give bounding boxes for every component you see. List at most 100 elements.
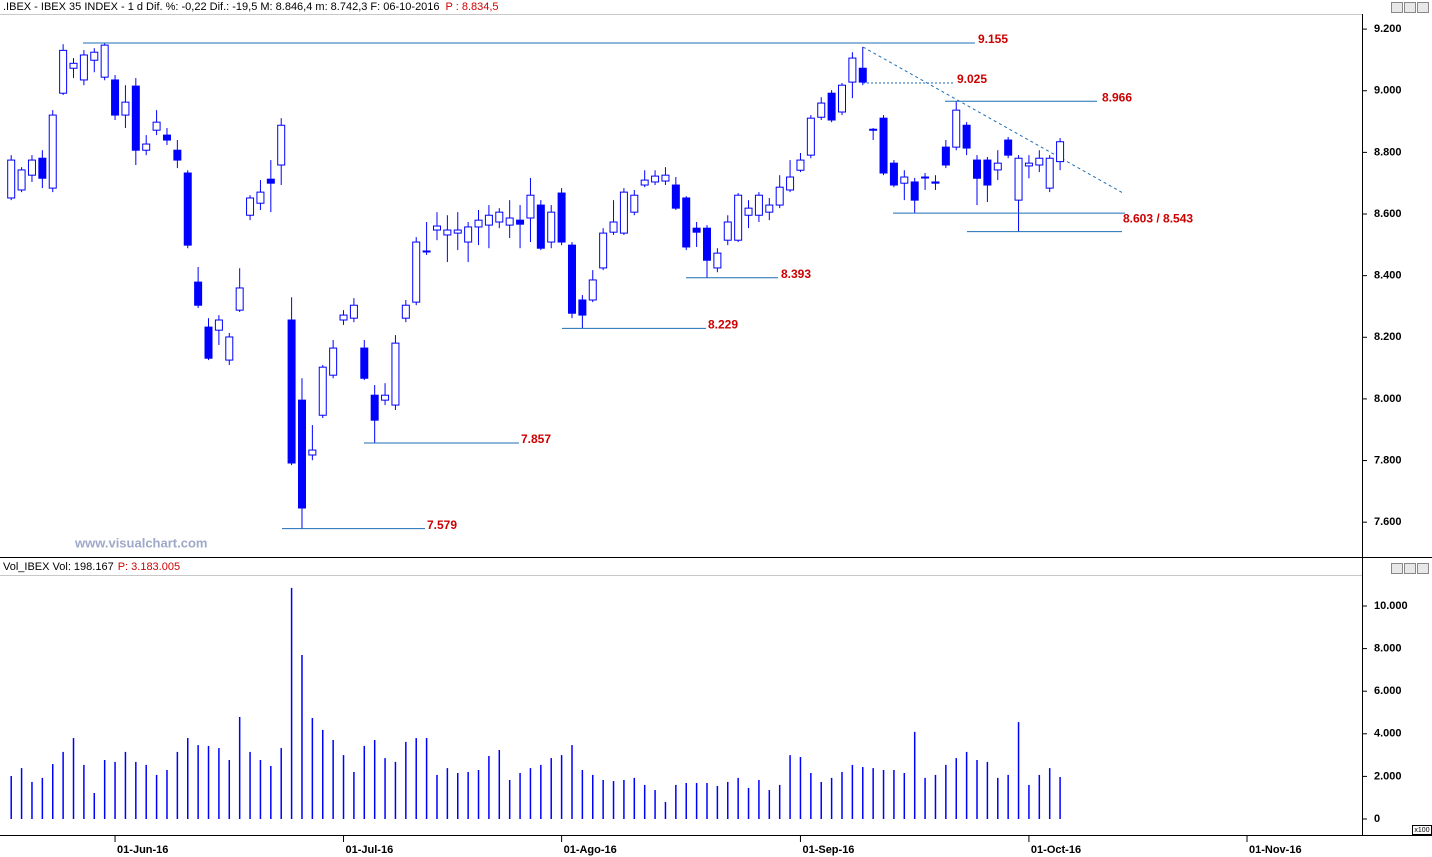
x-tick-label: 01-Jul-16 — [346, 844, 394, 856]
candle-body — [246, 197, 255, 216]
candle-body — [48, 114, 57, 189]
candle-body — [381, 394, 390, 401]
price-header: .IBEX - IBEX 35 INDEX - 1 d Dif. %: -0,2… — [3, 1, 499, 13]
candle-body — [588, 279, 597, 301]
candle-body — [464, 226, 473, 243]
trend-line — [862, 46, 1124, 194]
candle-body — [38, 157, 47, 179]
candle-body — [453, 229, 462, 234]
last-price: P : 8.834,5 — [446, 1, 499, 13]
candle-body — [90, 51, 99, 61]
x-tick-label: 01-Nov-16 — [1249, 844, 1302, 856]
y-tick-label: 8.000 — [1374, 643, 1402, 655]
candle-body — [557, 192, 566, 243]
candle-body — [661, 174, 670, 182]
candle-body — [692, 227, 701, 233]
x-tick-label: 01-Oct-16 — [1031, 844, 1081, 856]
candle-body — [1024, 162, 1033, 167]
candle-body — [869, 128, 878, 131]
candle-body — [162, 134, 171, 141]
candle-body — [111, 79, 120, 116]
candle-body — [754, 194, 763, 216]
candle-body — [204, 326, 213, 359]
candle-body — [848, 57, 857, 83]
candle-body — [484, 214, 493, 226]
unit-label: x100 — [1414, 827, 1429, 834]
y-tick-label: 8.600 — [1374, 208, 1402, 220]
candle-body — [775, 186, 784, 206]
candle-body — [1056, 141, 1065, 163]
maximize-button[interactable] — [1404, 2, 1416, 13]
minimize-button[interactable] — [1391, 2, 1403, 13]
candle-body — [225, 336, 234, 361]
candle-body — [69, 62, 78, 69]
close-button[interactable] — [1417, 563, 1429, 574]
candle-body — [1035, 157, 1044, 166]
candle-body — [412, 241, 421, 303]
candle-body — [17, 169, 26, 191]
candle-body — [567, 244, 576, 314]
candle-body — [630, 194, 639, 213]
y-tick-label: 8.000 — [1374, 393, 1402, 405]
candle-body — [941, 146, 950, 166]
level-label: 7.579 — [427, 518, 457, 532]
y-tick-label: 6.000 — [1374, 685, 1402, 697]
candle-body — [723, 221, 732, 241]
candle-body — [256, 191, 265, 204]
candle-body — [297, 399, 306, 509]
x-tick-label: 01-Sep-16 — [802, 844, 854, 856]
minimize-button[interactable] — [1391, 563, 1403, 574]
y-tick-label: 9.000 — [1374, 85, 1402, 97]
candle-body — [287, 319, 296, 464]
candle-body — [422, 250, 431, 253]
candle-body — [79, 54, 88, 81]
candle-body — [713, 252, 722, 269]
level-label: 7.857 — [521, 432, 551, 446]
candle-body — [578, 299, 587, 316]
candle-body — [142, 143, 151, 151]
window-buttons — [1391, 2, 1429, 574]
y-tick-label: 7.800 — [1374, 454, 1402, 466]
volume-total: P: 3.183.005 — [118, 561, 180, 573]
level-label: 9.155 — [978, 32, 1008, 46]
candle-body — [474, 219, 483, 228]
candle-body — [962, 124, 971, 149]
candle-body — [1014, 157, 1023, 201]
candle-body — [121, 101, 130, 116]
candle-body — [194, 281, 203, 306]
maximize-button[interactable] — [1404, 563, 1416, 574]
candle-body — [900, 176, 909, 184]
candle-body — [786, 176, 795, 191]
close-button[interactable] — [1417, 2, 1429, 13]
candle-body — [516, 219, 525, 225]
candle-body — [609, 221, 618, 233]
candle-body — [339, 314, 348, 321]
y-tick-label: 2.000 — [1374, 770, 1402, 782]
candle-body — [308, 449, 317, 456]
candle-body — [806, 117, 815, 156]
candle-body — [349, 304, 358, 319]
candle-body — [7, 159, 16, 199]
y-tick-label: 8.800 — [1374, 146, 1402, 158]
y-tick-label: 8.200 — [1374, 331, 1402, 343]
x-tick-label: 01-Jun-16 — [117, 844, 168, 856]
candle-body — [214, 319, 223, 331]
level-label: 8.229 — [708, 318, 738, 332]
volume-header-text: Vol_IBEX Vol: 198.167 — [3, 561, 114, 573]
candle-body — [100, 44, 109, 78]
price-header-text: .IBEX - IBEX 35 INDEX - 1 d Dif. %: -0,2… — [3, 1, 440, 13]
y-tick-label: 0 — [1374, 813, 1380, 825]
candle-body — [495, 211, 504, 223]
candle-body — [152, 121, 161, 131]
candle-body — [1004, 139, 1013, 156]
level-label: 8.393 — [781, 267, 811, 281]
candle-body — [817, 102, 826, 118]
candle-body — [744, 207, 753, 216]
candle-body — [889, 162, 898, 186]
candle-body — [651, 175, 660, 183]
candle-body — [536, 204, 545, 249]
candle-body — [329, 347, 338, 376]
candle-body — [401, 304, 410, 319]
